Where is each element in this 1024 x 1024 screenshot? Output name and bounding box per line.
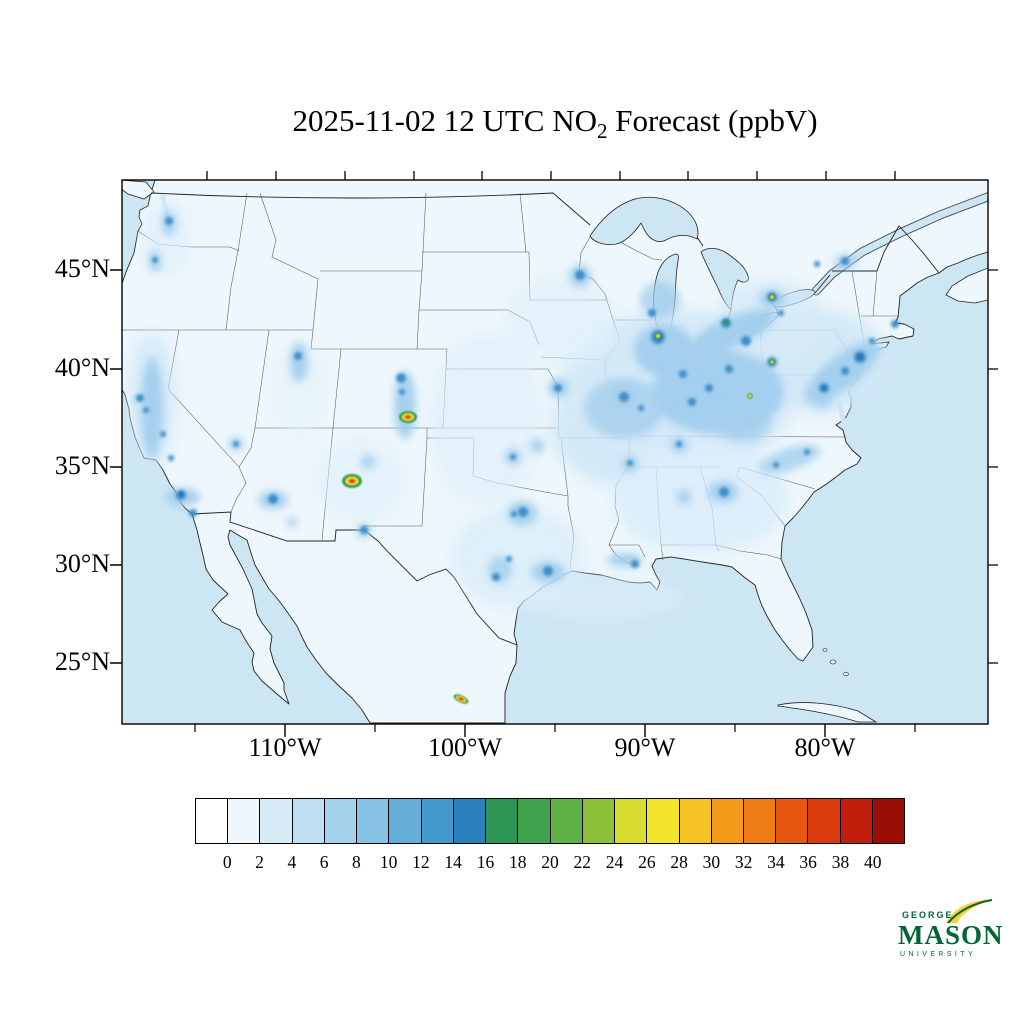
colorbar-cell	[518, 799, 551, 843]
colorbar-cell	[582, 799, 616, 843]
colorbar-tick-label: 38	[831, 852, 850, 872]
lake-superior	[589, 196, 699, 245]
gmu-logo-university: UNIVERSITY	[900, 951, 977, 958]
colorbar-tick-label: 22	[573, 852, 592, 872]
colorbar-tick-label: 6	[319, 852, 329, 872]
george-mason-logo: GEORGE MASON UNIVERSITY	[880, 898, 1010, 978]
colorbar-tick-label: 26	[638, 852, 656, 872]
bottom-axis-minor-ticks	[194, 724, 916, 732]
right-axis-ticks	[988, 269, 998, 664]
top-axis-ticks	[206, 171, 896, 180]
colorbar-cell	[808, 799, 841, 843]
colorbar-cell	[647, 799, 680, 843]
colorbar-cell	[711, 799, 744, 843]
hotspot-central-new-mexico	[342, 474, 362, 488]
colorbar-tick-label: 8	[351, 852, 361, 872]
colorbar-tick-label: 14	[444, 852, 462, 872]
colorbar-tick-label: 30	[702, 852, 721, 872]
colorbar-tick-label: 36	[799, 852, 817, 872]
colorbar-cell	[453, 799, 487, 843]
hotspot-northern-new-mexico	[399, 411, 417, 423]
colorbar-cell	[776, 799, 809, 843]
colorbar-cell	[228, 799, 261, 843]
colorbar-cell	[324, 799, 358, 843]
colorbar-cell	[486, 799, 519, 843]
colorbar-tick-label: 20	[541, 852, 559, 872]
colorbar-cell	[872, 799, 905, 843]
colorbar-tick-label: 34	[767, 852, 785, 872]
colorbar-cell	[421, 799, 454, 843]
colorbar-cell	[260, 799, 293, 843]
gmu-swoosh-icon	[946, 899, 993, 924]
colorbar-tick-label: 12	[412, 852, 430, 872]
lat-label: 35°N	[54, 451, 110, 480]
lon-label: 110°W	[248, 733, 322, 762]
gmu-logo-george: GEORGE	[902, 910, 954, 920]
colorbar-tick-label: 32	[734, 852, 753, 872]
colorbar-tick-label: 24	[605, 852, 624, 872]
hotspot-urban-maxima	[654, 294, 775, 399]
colorbar-tick-label: 16	[476, 852, 495, 872]
no2-urban-cores-layer	[136, 217, 899, 581]
hotspot-monterrey	[453, 694, 469, 704]
colorbar-tick-label: 40	[863, 852, 882, 872]
gmu-logo-mason: MASON	[898, 920, 1004, 950]
colorbar	[195, 798, 905, 844]
colorbar-cell	[196, 799, 229, 843]
colorbar-cell	[615, 799, 648, 843]
colorbar-tick-label: 28	[670, 852, 688, 872]
lon-label: 100°W	[428, 733, 502, 762]
colorbar-cell	[743, 799, 777, 843]
left-axis-ticks	[110, 269, 122, 664]
bahamas-islands	[822, 648, 849, 677]
no2-enhanced-layer	[141, 210, 880, 584]
us-mexico-border	[191, 511, 518, 646]
lon-label: 80°W	[794, 733, 856, 762]
nova-scotia	[945, 267, 988, 304]
colorbar-tick-label: 0	[222, 852, 232, 872]
lat-label: 45°N	[54, 254, 110, 283]
bottom-axis-major-ticks	[284, 724, 826, 737]
colorbar-cell	[679, 799, 712, 843]
page-title: 2025-11-02 12 UTC NO2 Forecast (ppbV)	[292, 103, 818, 144]
colorbar-tick-label: 4	[287, 852, 297, 872]
colorbar-tick-label: 2	[255, 852, 264, 872]
colorbar-tick-label: 10	[379, 852, 398, 872]
cuba	[777, 702, 878, 723]
colorbar-cell	[389, 799, 422, 843]
lat-label: 25°N	[54, 647, 110, 676]
lat-label: 40°N	[54, 353, 110, 382]
vancouver-island	[122, 180, 155, 200]
lat-label: 30°N	[54, 549, 110, 578]
colorbar-tick-label: 18	[508, 852, 527, 872]
lon-label: 90°W	[614, 733, 676, 762]
lake-huron	[700, 248, 749, 311]
colorbar-cell	[357, 799, 390, 843]
colorbar-cell	[840, 799, 873, 843]
st-lawrence-water	[812, 193, 988, 295]
colorbar-cell	[550, 799, 583, 843]
colorbar-cell	[292, 799, 325, 843]
no2-hotspots-layer	[342, 294, 775, 704]
